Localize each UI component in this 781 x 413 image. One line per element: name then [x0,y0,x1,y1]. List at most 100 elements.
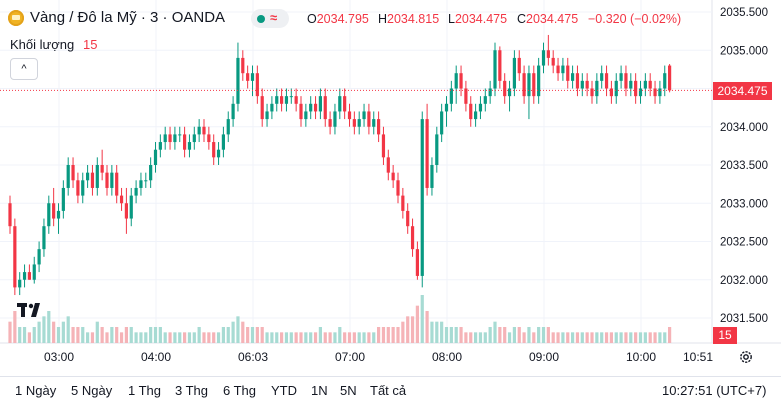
volume-bar [604,332,609,343]
timezone-clock[interactable]: 10:27:51 (UTC+7) [662,383,767,398]
volume-bar [352,332,356,343]
candle-body [328,119,332,127]
candle-body [449,88,453,104]
volume-bar [81,327,85,343]
volume-bar [449,327,453,343]
candle-body [81,180,85,196]
price-tick-label: 2032.500 [720,237,768,249]
volume-bar [381,327,386,343]
candle-body [362,111,366,120]
candle-body [575,73,580,89]
change-value: −0.320 (−0.02%) [588,12,682,26]
range-5-days[interactable]: 5 Ngày [71,383,113,398]
candle-body [604,73,609,89]
candle-body [585,80,589,89]
settings-icon[interactable] [738,349,754,365]
candle-body [153,149,158,165]
market-status-badge[interactable]: ≈ [251,9,289,28]
candle-body [105,172,109,188]
candle-body [187,142,192,150]
price-tick-label: 2031.500 [720,313,768,325]
candle-body [90,172,95,188]
volume-bar [333,332,337,343]
price-tick-label: 2033.000 [720,198,768,210]
candle-body [18,279,22,288]
volume-bar [561,332,565,343]
candle-body [464,88,468,104]
volume-bar [168,332,172,343]
candle-body [129,195,133,219]
candle-body [284,96,289,104]
gold-bar-icon [8,10,24,26]
volume-bar [532,332,536,343]
volume-bar [284,332,289,343]
volume-bar [246,327,250,343]
volume-bar [357,332,361,343]
high-label: H [378,12,388,26]
candle-body [483,96,487,104]
volume-bar [585,332,589,343]
candle-body [61,187,65,211]
volume-bar [590,332,594,343]
candle-body [110,172,114,188]
volume-bar [648,332,652,343]
volume-bar [420,295,424,343]
candle-body [614,80,618,97]
candle-body [541,50,546,66]
collapse-legend-button[interactable]: ^ [10,58,38,80]
range-3-months[interactable]: 3 Thg [175,383,209,398]
price-chart-canvas[interactable]: 2031.500 2032.000 2032.500 2033.000 2033.500… [0,0,781,376]
volume-bar [493,321,497,343]
candle-body [207,134,211,143]
range-6-months[interactable]: 6 Thg [223,383,257,398]
candle-body [488,88,492,97]
candle-body [95,165,99,188]
candle-body [221,134,225,150]
candle-body [410,226,415,250]
volume-bar [226,327,230,343]
range-1-month[interactable]: 1 Thg [128,383,162,398]
candle-body [246,73,250,81]
high-value: 2034.815 [387,12,440,26]
volume-bar [406,316,410,343]
ohlc-high: H2034.815 [378,12,439,26]
volume-bar [212,332,216,343]
volume-bar [61,321,65,343]
price-tick-label: 2035.000 [720,45,768,57]
range-all[interactable]: Tất cả [370,383,407,398]
candle-body [265,111,269,120]
candle-body [139,180,143,188]
candle-body [241,57,245,74]
volume-bar [207,332,211,343]
volume-bar [575,332,580,343]
volume-bar [139,332,143,343]
volume-bar [367,332,371,343]
range-1-year[interactable]: 1N [311,383,328,398]
candle-body [435,134,439,165]
symbol-title[interactable]: Vàng / Đô la Mỹ · 3 · OANDA [30,9,226,26]
candle-body [454,73,458,89]
candle-body [498,50,502,81]
ohlc-low: L2034.475 [448,12,507,26]
candle-body [532,73,536,97]
volume-bar [178,332,182,343]
volume-bar [634,332,638,343]
candle-body [493,50,497,89]
range-ytd[interactable]: YTD [271,383,297,398]
price-tick-label: 2033.500 [720,160,768,172]
candle-body [119,195,124,204]
low-label: L [448,12,455,26]
volume-bar [488,327,492,343]
volume-bar [474,332,478,343]
candle-body [304,111,308,120]
range-1-day[interactable]: 1 Ngày [15,383,57,398]
price-tick-label: 2035.500 [720,7,768,19]
range-5-years[interactable]: 5N [340,383,357,398]
volume-bar [105,332,109,343]
volume-bar [435,321,439,343]
candle-body [415,249,419,276]
volume-indicator-label[interactable]: Khối lượng [10,37,75,52]
volume-bar [129,327,133,343]
tradingview-logo-icon[interactable] [16,300,46,320]
volume-bar [255,327,259,343]
